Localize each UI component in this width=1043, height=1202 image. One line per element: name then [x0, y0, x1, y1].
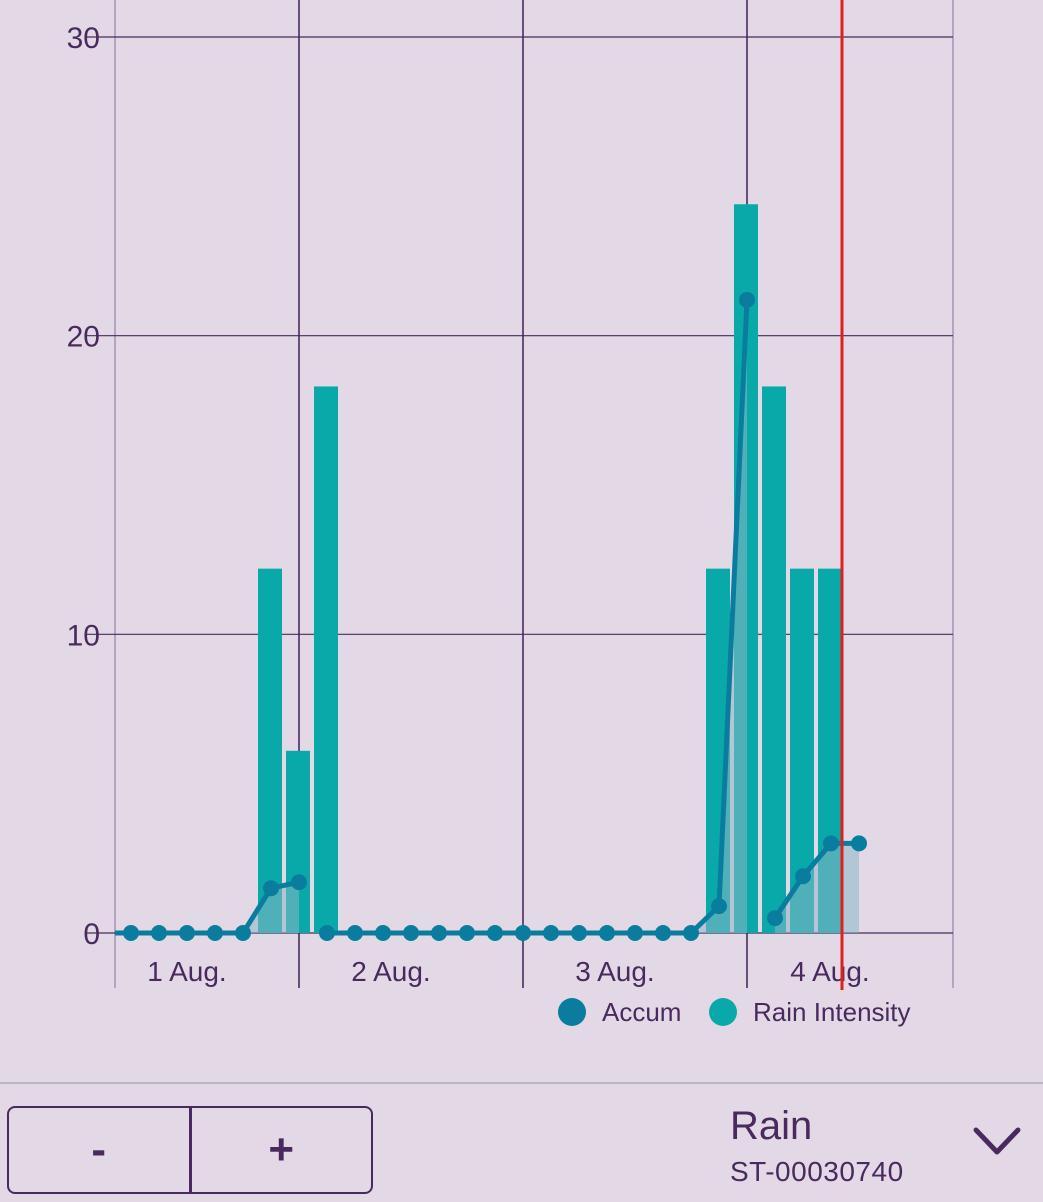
accum-point: [291, 874, 307, 891]
accum-line: [327, 299, 750, 936]
rain-intensity-bar: [258, 568, 282, 933]
y-tick-label: 10: [67, 619, 100, 652]
accum-point: [179, 925, 195, 941]
accum-point: [459, 925, 475, 941]
legend-swatch-accum: [558, 998, 586, 1026]
accum-area: [775, 843, 859, 933]
accum-area: [327, 299, 747, 933]
accum-point: [263, 880, 279, 897]
accum-point: [151, 925, 167, 941]
legend-label-rain-intensity: Rain Intensity: [753, 997, 911, 1027]
zoom-out-button[interactable]: -: [9, 1108, 192, 1192]
zoom-stepper: - +: [7, 1106, 373, 1194]
accum-point: [207, 925, 223, 941]
chart-legend: Accum Rain Intensity: [558, 997, 911, 1027]
accum-point: [711, 898, 727, 915]
accum-point: [487, 925, 503, 941]
y-tick-label: 20: [67, 321, 100, 354]
accum-point: [571, 925, 587, 941]
accum-point: [403, 925, 419, 941]
rain-intensity-series: [258, 204, 842, 934]
x-tick-label: 1 Aug.: [147, 956, 226, 987]
accum-point: [431, 925, 447, 941]
legend-label-accum: Accum: [602, 997, 681, 1027]
accum-point: [319, 925, 335, 941]
accum-line: [772, 840, 859, 920]
accum-point: [823, 835, 839, 852]
bottom-toolbar: - + Rain ST-00030740: [0, 1082, 1043, 1202]
legend-swatch-rain-intensity: [709, 998, 737, 1026]
x-tick-label: 4 Aug.: [790, 956, 869, 987]
y-tick-label: 30: [67, 22, 100, 55]
accum-point: [795, 868, 811, 885]
x-axis: 1 Aug. 2 Aug. 3 Aug. 4 Aug.: [147, 956, 869, 987]
accum-point: [655, 925, 671, 941]
x-tick-label: 2 Aug.: [351, 956, 430, 987]
accum-point: [375, 925, 391, 941]
rain-intensity-bar: [314, 386, 338, 933]
accum-point: [739, 291, 755, 308]
sensor-selector[interactable]: Rain ST-00030740: [728, 1102, 1028, 1194]
y-axis: 0 10 20 30: [67, 22, 100, 951]
rain-intensity-bar: [762, 386, 786, 933]
accum-point: [683, 925, 699, 941]
accum-series: [115, 291, 867, 941]
chart-grid: [85, 0, 954, 988]
accum-point: [235, 925, 251, 941]
x-tick-label: 3 Aug.: [575, 956, 654, 987]
accum-point: [599, 925, 615, 941]
sensor-type-label: Rain: [730, 1104, 813, 1148]
accum-point: [543, 925, 559, 941]
accum-point: [515, 925, 531, 941]
rain-chart: 0 10 20 30 1 Aug. 2 Aug. 3 Aug. 4 Aug. Accum Ra…: [67, 0, 954, 1027]
station-id-label: ST-00030740: [730, 1156, 904, 1187]
y-tick-label: 0: [83, 918, 100, 951]
accum-point: [627, 925, 643, 941]
accum-area: [131, 882, 299, 933]
accum-point: [767, 910, 783, 927]
zoom-in-button[interactable]: +: [268, 1125, 295, 1174]
accum-point: [851, 835, 867, 852]
accum-point: [347, 925, 363, 941]
chevron-down-icon[interactable]: [972, 1124, 1022, 1160]
